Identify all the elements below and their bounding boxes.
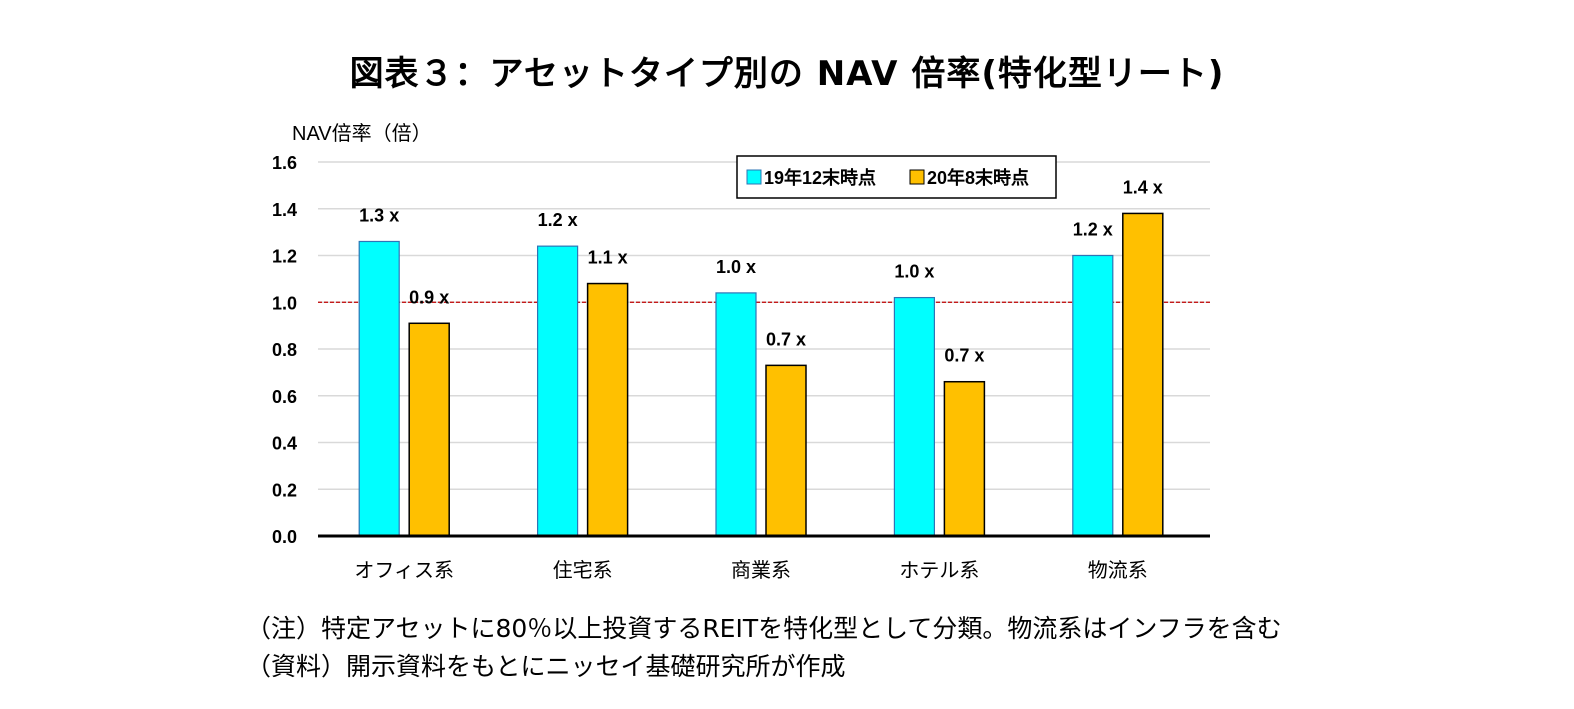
chart-title: 図表３：アセットタイプ別の NAV 倍率(特化型リート) [349, 54, 1225, 94]
bar [765, 364, 807, 537]
bar-chart: NAV倍率（倍） 0.0 0.2 0.4 0.6 0.8 1.0 1.2 1.4 1.6 1.3 x… [272, 122, 1210, 582]
y-tick-label: 0.2 [272, 480, 297, 500]
legend-swatch [746, 169, 762, 185]
bar [408, 322, 450, 537]
data-label: 0.9 x [409, 287, 449, 307]
bar [893, 296, 936, 537]
source-line: （資料）開示資料をもとにニッセイ基礎研究所が作成 [246, 652, 846, 681]
data-label: 0.7 x [944, 346, 984, 366]
y-tick-label: 1.4 [272, 200, 297, 220]
legend-box [736, 155, 1057, 199]
bar [943, 380, 986, 537]
x-tick-label: オフィス系 [354, 559, 454, 582]
legend-label: 19年12末時点 [764, 167, 876, 188]
bar [586, 282, 629, 537]
y-tick-label: 1.6 [272, 153, 297, 173]
data-label: 1.0 x [716, 257, 756, 277]
data-label: 1.4 x [1123, 177, 1163, 197]
y-tick-label: 0.4 [272, 434, 297, 454]
legend-label: 20年8末時点 [927, 167, 1029, 188]
bar [1122, 212, 1164, 537]
y-tick-label: 0.8 [272, 340, 297, 360]
y-tick-label: 0.0 [272, 527, 297, 547]
bar [1072, 254, 1114, 537]
bar [715, 292, 757, 537]
data-label: 0.7 x [766, 329, 806, 349]
data-label: 1.2 x [1073, 220, 1113, 240]
legend-swatch [909, 169, 925, 185]
x-tick-label: 商業系 [731, 559, 791, 582]
data-label: 1.2 x [538, 210, 578, 230]
bar [536, 245, 579, 537]
y-axis-label: NAV倍率（倍） [292, 122, 432, 145]
x-tick-label: 住宅系 [553, 559, 613, 582]
bar [358, 240, 400, 537]
y-tick-label: 1.2 [272, 247, 297, 267]
note-line: （注）特定アセットに80％以上投資するREITを特化型として分類。物流系はインフ… [246, 614, 1282, 643]
y-tick-label: 0.6 [272, 387, 297, 407]
data-label: 1.1 x [588, 248, 628, 268]
x-tick-label: ホテル系 [899, 559, 979, 582]
notes: （注）特定アセットに80％以上投資するREITを特化型として分類。物流系はインフ… [246, 610, 1282, 686]
y-tick-label: 1.0 [272, 293, 297, 313]
data-label: 1.3 x [359, 205, 399, 225]
data-label: 1.0 x [894, 262, 934, 282]
x-tick-label: 物流系 [1088, 559, 1148, 582]
